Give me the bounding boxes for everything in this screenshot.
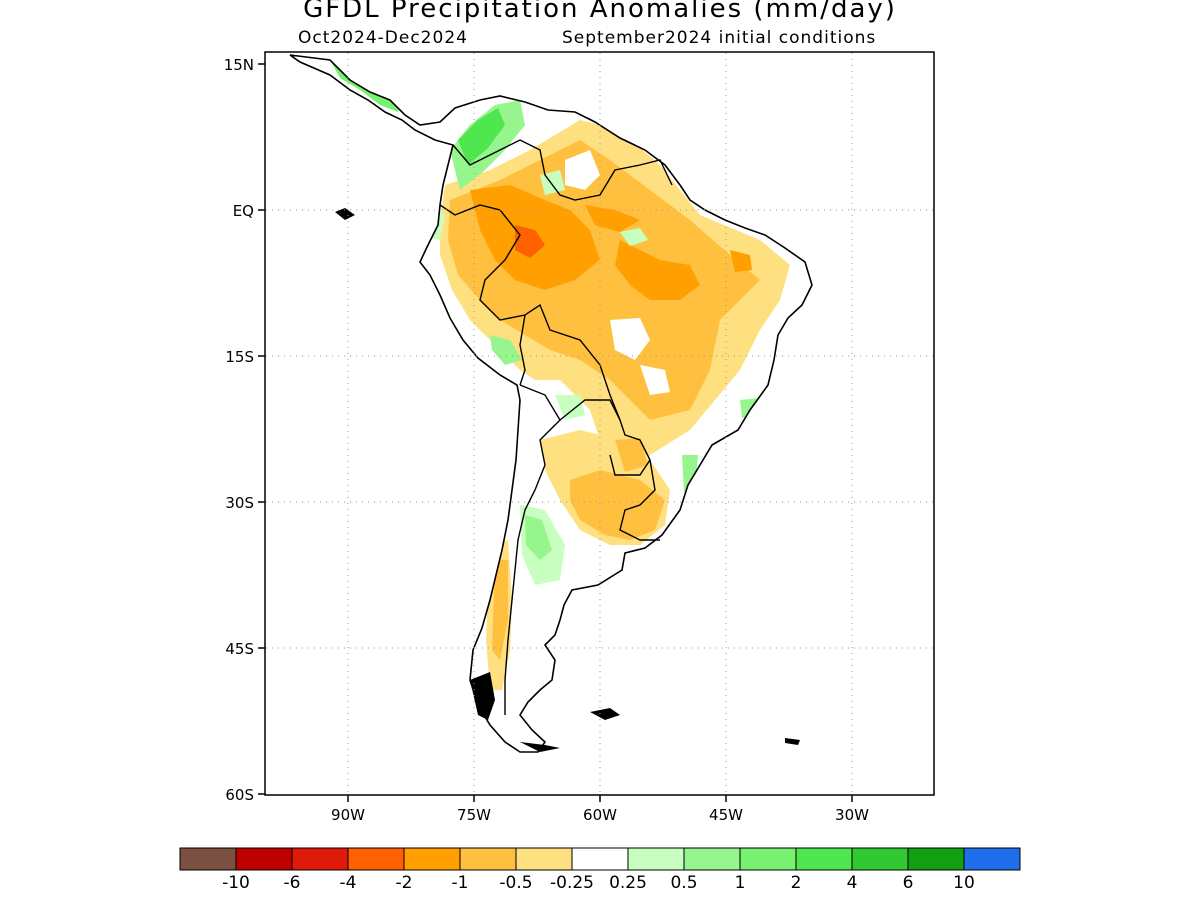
colorbar-swatch <box>459 847 517 871</box>
initial-conditions: September2024 initial conditions <box>562 28 877 48</box>
dry-medium-zone-uruguay <box>570 470 665 540</box>
colorbar-label: 6 <box>903 873 914 893</box>
colorbar-swatch <box>627 847 685 871</box>
chilean-fjord-islands <box>470 672 495 720</box>
falkland-islands <box>590 708 620 720</box>
colorbar-label: 2 <box>791 873 802 893</box>
colorbar-label: 0.25 <box>609 873 647 893</box>
colorbar-label: 10 <box>953 873 975 893</box>
colorbar-label: -10 <box>222 873 250 893</box>
lon-label: 75W <box>457 806 491 824</box>
colorbar-swatch <box>963 847 1021 871</box>
colorbar-swatch <box>179 847 237 871</box>
colorbar-swatch <box>851 847 909 871</box>
colorbar-label: -2 <box>396 873 413 893</box>
lat-label: 15N <box>224 56 254 74</box>
lat-label: 60S <box>225 786 254 804</box>
country-borders <box>439 139 673 715</box>
colorbar-swatch <box>291 847 349 871</box>
lon-label: 45W <box>709 806 743 824</box>
colorbar: -10 -6 -4 -2 -1 -0.5 -0.25 0.25 0.5 1 2 4 6 10 <box>179 847 1021 893</box>
lon-label: 30W <box>835 806 869 824</box>
page-title: GFDL Precipitation Anomalies (mm/day) <box>303 0 897 24</box>
tick-marks <box>258 63 853 802</box>
wet-strong-zone-colombia <box>458 108 505 165</box>
colorbar-label: 1 <box>735 873 746 893</box>
wet-pocket-peru <box>490 335 522 365</box>
neutral-hole-3 <box>640 365 670 395</box>
colorbar-swatch <box>571 847 629 871</box>
wet-medium-zone-argentina <box>525 515 552 560</box>
colorbar-swatch <box>683 847 741 871</box>
wet-pocket-bolivia <box>555 395 585 420</box>
islands <box>335 208 800 752</box>
dry-medium-zone-paraguay <box>615 438 648 472</box>
tierra-del-fuego <box>520 742 560 752</box>
south-georgia-island <box>785 738 800 745</box>
lat-label: 30S <box>225 494 254 512</box>
colorbar-label: -6 <box>284 873 301 893</box>
continent-outline <box>289 54 813 753</box>
colorbar-label: 0.5 <box>670 873 697 893</box>
lon-label: 90W <box>331 806 365 824</box>
colorbar-swatch <box>235 847 293 871</box>
colorbar-label: -1 <box>452 873 469 893</box>
colorbar-label: -0.5 <box>499 873 532 893</box>
colorbar-label: -4 <box>340 873 357 893</box>
colorbar-label: 4 <box>847 873 858 893</box>
colorbar-swatch <box>347 847 405 871</box>
colorbar-swatch <box>907 847 965 871</box>
lat-label: EQ <box>233 202 254 220</box>
lat-label: 45S <box>225 640 254 658</box>
dry-strong-zone-north <box>585 205 640 232</box>
galapagos-island <box>335 208 355 220</box>
neutral-hole-1 <box>610 318 650 360</box>
colorbar-label: -0.25 <box>550 873 594 893</box>
colorbar-swatch <box>739 847 797 871</box>
colorbar-swatch <box>515 847 573 871</box>
dry-medium-zone-chile <box>492 560 508 660</box>
neutral-hole-2 <box>565 150 600 190</box>
colorbar-swatch <box>795 847 853 871</box>
anomaly-field <box>330 60 790 690</box>
dry-strong-zone-northeast <box>730 250 752 272</box>
wet-light-pocket-amazon <box>620 228 648 246</box>
dry-strong-zone-central <box>615 240 700 300</box>
colorbar-swatch <box>403 847 461 871</box>
lat-label: 15S <box>225 348 254 366</box>
forecast-period: Oct2024-Dec2024 <box>298 28 468 48</box>
dry-severe-zone <box>515 225 545 258</box>
lon-label: 60W <box>583 806 617 824</box>
